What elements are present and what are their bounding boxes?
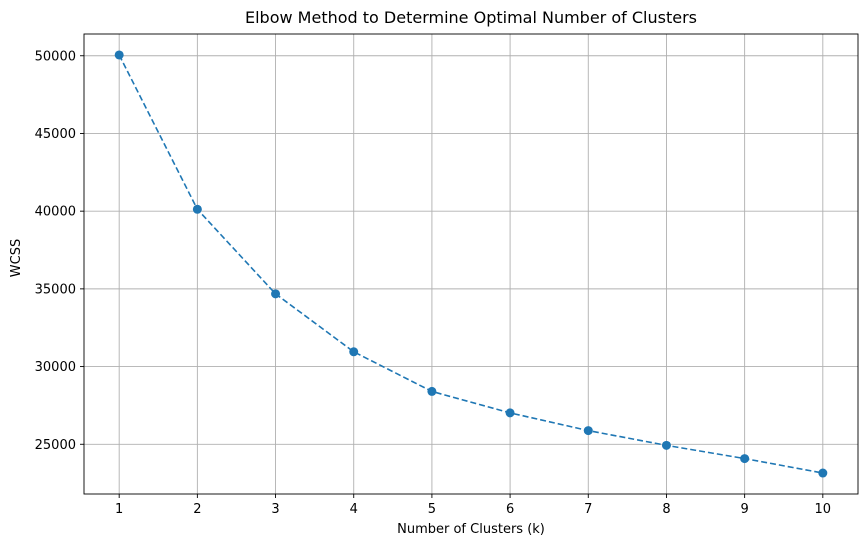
plot-area-frame: [83, 33, 859, 495]
data-point-k8: [661, 440, 671, 450]
x-tick-label: 3: [271, 502, 279, 517]
y-axis-label: WCSS: [9, 239, 24, 277]
y-tick-label: 30000: [35, 360, 76, 375]
x-axis-label: Number of Clusters (k): [397, 522, 545, 537]
y-tick-label: 35000: [35, 282, 76, 297]
x-tick-label: 2: [193, 502, 201, 517]
x-tick-label: 10: [815, 502, 832, 517]
y-tick-label: 40000: [35, 205, 76, 220]
data-point-k3: [271, 289, 281, 299]
axis-ticks: 1 2 3 4 5 6 7 8 9 10 25000 30000 35000 40000 45000 5000…: [35, 49, 831, 517]
y-tick-label: 50000: [35, 49, 76, 64]
chart-title: Elbow Method to Determine Optimal Number…: [245, 8, 697, 27]
x-tick-label: 9: [740, 502, 748, 517]
series-line: [118, 54, 823, 474]
data-point-k4: [349, 347, 359, 357]
y-tick-label: 45000: [35, 127, 76, 142]
data-point-k7: [583, 426, 593, 436]
y-tick-label: 25000: [35, 438, 76, 453]
x-tick-label: 6: [506, 502, 514, 517]
data-point-k10: [818, 468, 828, 478]
x-tick-label: 4: [350, 502, 358, 517]
x-tick-label: 8: [662, 502, 670, 517]
x-tick-label: 7: [584, 502, 592, 517]
data-point-k5: [427, 386, 437, 396]
data-point-k6: [505, 408, 515, 418]
x-tick-label: 1: [115, 502, 123, 517]
data-point-k1: [114, 50, 124, 60]
grid: [84, 34, 858, 494]
x-tick-label: 5: [428, 502, 436, 517]
data-point-k2: [192, 204, 202, 214]
series-layer: [114, 50, 828, 478]
data-point-k9: [740, 454, 750, 464]
